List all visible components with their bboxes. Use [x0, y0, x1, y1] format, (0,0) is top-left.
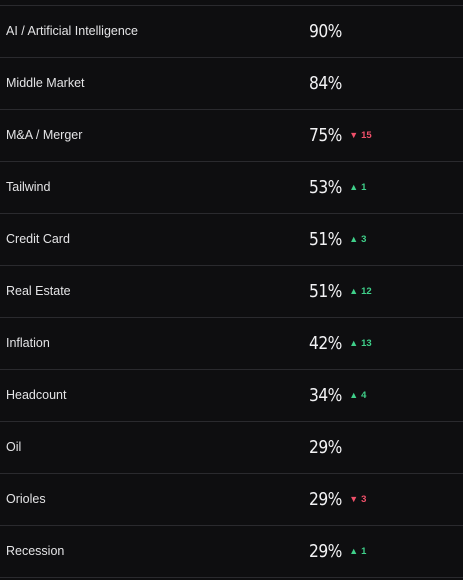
row-metric: 53% ▲ 1: [309, 162, 366, 213]
table-row[interactable]: Real Estate 51% ▲ 12: [0, 266, 463, 318]
percentage-value: 34%: [309, 385, 342, 406]
change-value: 1: [361, 182, 367, 193]
percentage-value: 29%: [309, 489, 342, 510]
top-divider: [0, 5, 463, 6]
table-row[interactable]: Tailwind 53% ▲ 1: [0, 162, 463, 214]
down-arrow-icon: ▼: [349, 494, 359, 504]
row-label: Orioles: [6, 492, 46, 506]
row-metric: 29% ▲ 1: [309, 526, 366, 577]
up-arrow-icon: ▲: [349, 390, 359, 400]
row-metric: 75% ▼ 15: [309, 110, 372, 161]
percentage-value: 51%: [309, 229, 342, 250]
change-value: 1: [361, 546, 367, 557]
row-label: Headcount: [6, 388, 67, 402]
row-metric: 90%: [309, 6, 343, 57]
row-label: Inflation: [6, 336, 50, 350]
up-arrow-icon: ▲: [349, 338, 359, 348]
percentage-value: 42%: [309, 333, 342, 354]
change-indicator: ▲ 3: [349, 234, 366, 245]
row-metric: 29%: [309, 422, 343, 473]
percentage-value: 75%: [309, 125, 342, 146]
row-label: Real Estate: [6, 284, 71, 298]
row-label: AI / Artificial Intelligence: [6, 24, 139, 38]
change-value: 13: [361, 338, 372, 349]
row-metric: 51% ▲ 12: [309, 266, 372, 317]
row-label: M&A / Merger: [6, 128, 83, 142]
change-indicator: ▼ 15: [349, 130, 372, 141]
change-indicator: ▲ 12: [349, 286, 372, 297]
change-indicator: ▲ 1: [349, 546, 366, 557]
table-row[interactable]: Inflation 42% ▲ 13: [0, 318, 463, 370]
percentage-value: 90%: [309, 21, 342, 42]
change-value: 12: [361, 286, 372, 297]
row-metric: 51% ▲ 3: [309, 214, 366, 265]
table-row[interactable]: Recession 29% ▲ 1: [0, 526, 463, 578]
row-label: Tailwind: [6, 180, 51, 194]
row-label: Oil: [6, 440, 22, 454]
row-metric: 29% ▼ 3: [309, 474, 366, 525]
change-indicator: ▲ 13: [349, 338, 372, 349]
table-row[interactable]: Headcount 34% ▲ 4: [0, 370, 463, 422]
table-row[interactable]: M&A / Merger 75% ▼ 15: [0, 110, 463, 162]
row-label: Credit Card: [6, 232, 70, 246]
row-metric: 34% ▲ 4: [309, 370, 366, 421]
row-metric: 84%: [309, 58, 343, 109]
table-row[interactable]: AI / Artificial Intelligence 90%: [0, 6, 463, 58]
up-arrow-icon: ▲: [349, 286, 359, 296]
row-metric: 42% ▲ 13: [309, 318, 372, 369]
percentage-value: 84%: [309, 73, 342, 94]
change-value: 4: [361, 390, 367, 401]
percentage-value: 29%: [309, 541, 342, 562]
up-arrow-icon: ▲: [349, 182, 359, 192]
table-row[interactable]: Middle Market 84%: [0, 58, 463, 110]
row-label: Middle Market: [6, 76, 85, 90]
table-row[interactable]: Credit Card 51% ▲ 3: [0, 214, 463, 266]
change-value: 3: [361, 234, 367, 245]
row-label: Recession: [6, 544, 65, 558]
table-row[interactable]: Oil 29%: [0, 422, 463, 474]
change-value: 15: [361, 130, 372, 141]
percentage-value: 51%: [309, 281, 342, 302]
percentage-value: 29%: [309, 437, 342, 458]
up-arrow-icon: ▲: [349, 546, 359, 556]
down-arrow-icon: ▼: [349, 130, 359, 140]
table-row[interactable]: Orioles 29% ▼ 3: [0, 474, 463, 526]
change-indicator: ▲ 4: [349, 390, 366, 401]
percentage-value: 53%: [309, 177, 342, 198]
change-indicator: ▲ 1: [349, 182, 366, 193]
change-indicator: ▼ 3: [349, 494, 366, 505]
up-arrow-icon: ▲: [349, 234, 359, 244]
change-value: 3: [361, 494, 367, 505]
